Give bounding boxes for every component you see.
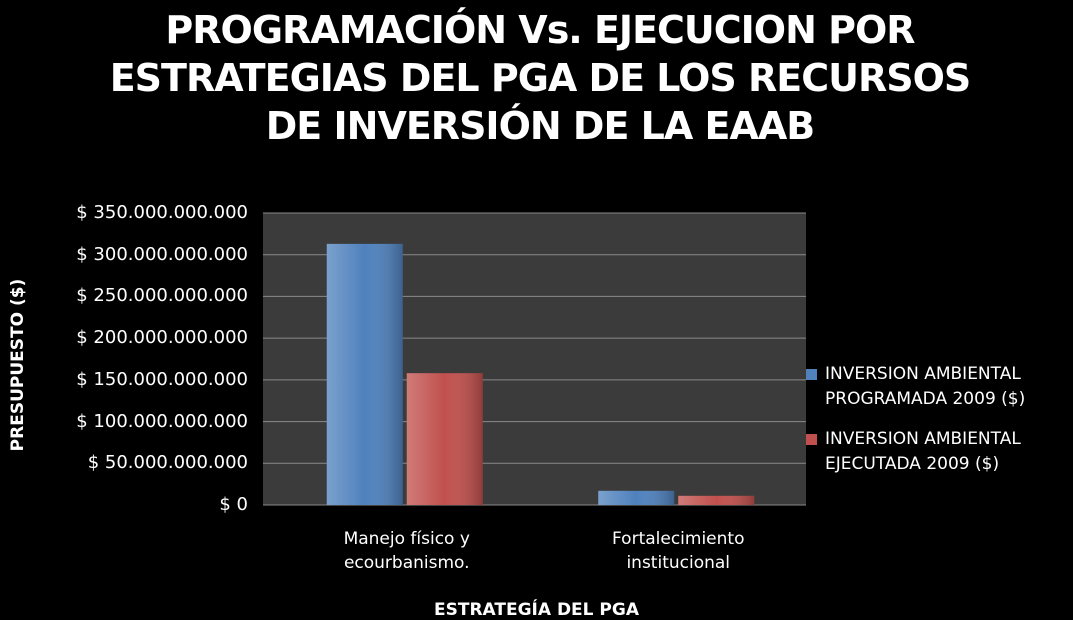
x-axis-title: ESTRATEGÍA DEL PGA <box>434 600 639 620</box>
y-tick-label: $ 150.000.000.000 <box>76 368 248 390</box>
legend-label: INVERSION AMBIENTAL PROGRAMADA 2009 ($) <box>825 364 1026 409</box>
bar-shade <box>678 495 755 505</box>
bar-shade <box>406 373 483 505</box>
legend-swatch <box>806 434 817 445</box>
bar-shade <box>326 243 403 505</box>
bar-shade <box>598 490 675 505</box>
chart-title: PROGRAMACIÓN Vs. EJECUCION POR ESTRATEGI… <box>109 8 972 148</box>
y-tick-label: $ 200.000.000.000 <box>76 327 248 349</box>
y-tick-label: $ 50.000.000.000 <box>87 452 248 474</box>
x-tick-label: Manejo físico y ecourbanismo. <box>343 529 470 573</box>
y-tick-label: $ 250.000.000.000 <box>76 285 248 307</box>
y-tick-label: $ 350.000.000.000 <box>76 202 248 223</box>
y-tick-label: $ 100.000.000.000 <box>76 410 248 432</box>
y-tick-label: $ 0 <box>219 494 248 515</box>
x-tick-label: Fortalecimiento institucional <box>612 529 745 573</box>
legend-swatch <box>806 369 817 380</box>
y-tick-label: $ 300.000.000.000 <box>76 243 248 265</box>
legend-label: INVERSION AMBIENTAL EJECUTADA 2009 ($) <box>825 429 1021 474</box>
